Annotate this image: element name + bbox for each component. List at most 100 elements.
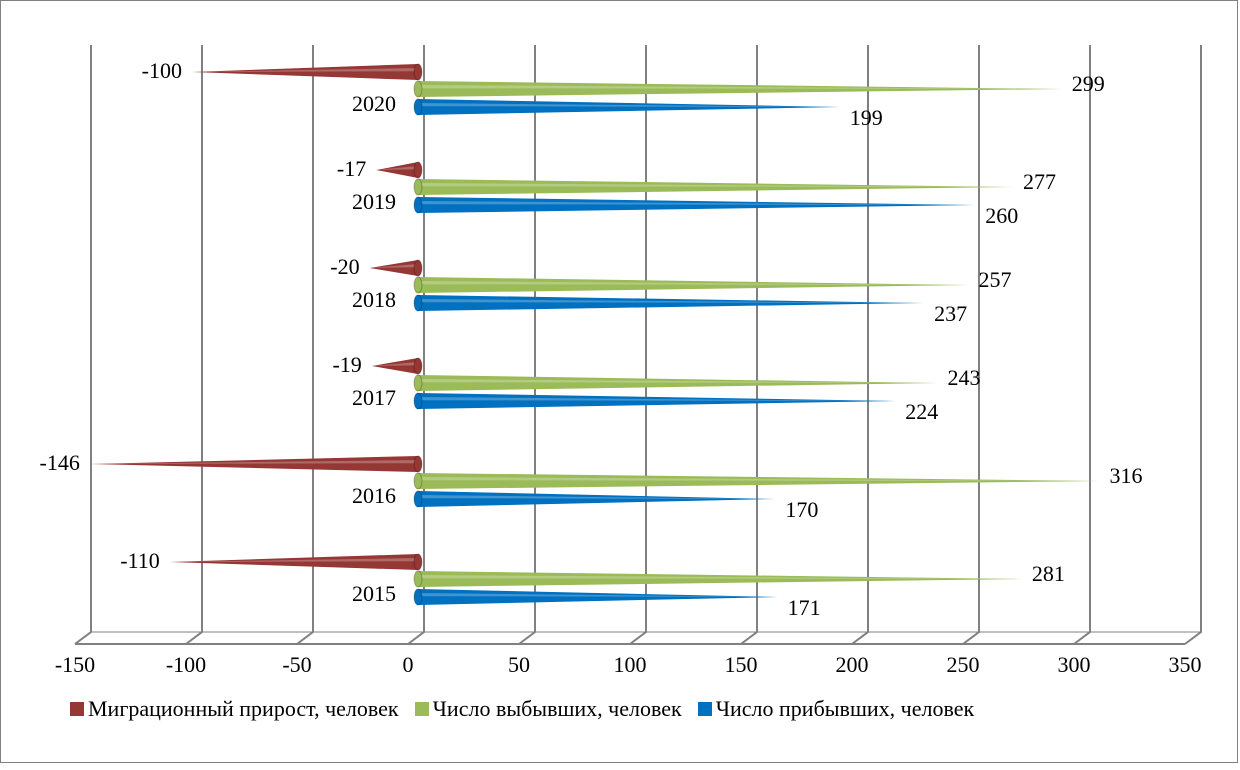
bar-cone bbox=[418, 81, 1062, 97]
bar-highlight bbox=[89, 460, 418, 464]
bar-highlight bbox=[418, 281, 969, 285]
x-axis-ticks: -150 -100 -50 0 50 100 150 200 250 300 350 bbox=[55, 652, 1202, 677]
x-tick-label: -50 bbox=[282, 652, 311, 677]
bar-cap bbox=[413, 276, 423, 294]
bar-cap bbox=[413, 472, 423, 490]
x-tick-label: 300 bbox=[1058, 652, 1091, 677]
bar-cone bbox=[376, 162, 418, 178]
legend-swatch-departed bbox=[414, 702, 429, 716]
bar-cone bbox=[418, 295, 925, 311]
data-label: 299 bbox=[1072, 71, 1105, 96]
legend-label-arrived: Число прибывших, человек bbox=[715, 696, 975, 721]
bar-cone bbox=[418, 473, 1100, 489]
legend: Миграционный прирост, человек Число выбы… bbox=[70, 696, 974, 722]
category-label: 2018 bbox=[352, 287, 396, 312]
category-label: 2017 bbox=[352, 385, 396, 410]
bar-highlight bbox=[418, 201, 976, 205]
gridline bbox=[962, 45, 980, 645]
bar-cap bbox=[413, 259, 423, 277]
x-tick-label: 0 bbox=[403, 652, 414, 677]
bar-cap bbox=[413, 294, 423, 312]
x-tick-label: 150 bbox=[725, 652, 758, 677]
bar-highlight bbox=[418, 103, 840, 107]
bar-cone bbox=[192, 64, 418, 80]
bar-cap bbox=[413, 161, 423, 179]
bar-cap bbox=[413, 178, 423, 196]
bar-cone bbox=[418, 197, 976, 213]
data-label: 257 bbox=[979, 267, 1012, 292]
bar-highlight bbox=[169, 558, 418, 562]
bar-highlight bbox=[418, 85, 1062, 89]
bar-highlight bbox=[418, 495, 776, 499]
gridline bbox=[296, 45, 314, 645]
bar-cap bbox=[413, 80, 423, 98]
x-tick-label: 100 bbox=[614, 652, 647, 677]
bar-cap bbox=[413, 570, 423, 588]
bar-highlight bbox=[371, 362, 418, 366]
bar-cone bbox=[418, 99, 840, 115]
legend-label-migration: Миграционный прирост, человек bbox=[88, 696, 399, 721]
bar-cap bbox=[413, 455, 423, 473]
gridline bbox=[1184, 45, 1202, 645]
bar-highlight bbox=[418, 183, 1013, 187]
bar-highlight bbox=[376, 166, 418, 170]
gridline bbox=[74, 45, 92, 645]
data-label: 316 bbox=[1110, 463, 1143, 488]
bar-highlight bbox=[418, 575, 1022, 579]
bar-cone bbox=[89, 456, 418, 472]
bar-highlight bbox=[418, 379, 938, 383]
legend-item-migration: Миграционный прирост, человек bbox=[70, 696, 399, 722]
category-label: 2016 bbox=[352, 483, 396, 508]
data-label: 171 bbox=[788, 595, 821, 620]
bar-cap bbox=[413, 374, 423, 392]
data-label: -100 bbox=[142, 58, 182, 83]
bar-cone bbox=[418, 571, 1022, 587]
bars bbox=[89, 63, 1100, 606]
bar-cone bbox=[371, 358, 418, 374]
x-tick-label: -100 bbox=[166, 652, 206, 677]
data-label: -146 bbox=[40, 450, 80, 475]
gridline bbox=[740, 45, 758, 645]
bar-cap bbox=[413, 553, 423, 571]
data-label: -19 bbox=[332, 352, 361, 377]
data-label: 277 bbox=[1023, 169, 1056, 194]
bar-highlight bbox=[192, 68, 418, 72]
bar-cone bbox=[169, 554, 418, 570]
x-tick-label: 250 bbox=[947, 652, 980, 677]
legend-item-arrived: Число прибывших, человек bbox=[697, 696, 975, 722]
gridline bbox=[185, 45, 203, 645]
legend-item-departed: Число выбывших, человек bbox=[414, 696, 682, 722]
category-label: 2020 bbox=[352, 91, 396, 116]
gridline bbox=[629, 45, 647, 645]
bar-cone bbox=[418, 375, 938, 391]
bar-cap bbox=[413, 196, 423, 214]
x-tick-label: 350 bbox=[1169, 652, 1202, 677]
bar-cap bbox=[413, 357, 423, 375]
data-label: 170 bbox=[785, 497, 818, 522]
bar-highlight bbox=[369, 264, 418, 268]
gridline bbox=[1073, 45, 1091, 645]
bar-highlight bbox=[418, 593, 778, 597]
data-label: 243 bbox=[947, 365, 980, 390]
bar-cap bbox=[413, 490, 423, 508]
bar-cap bbox=[413, 392, 423, 410]
legend-swatch-arrived bbox=[697, 702, 712, 716]
bar-highlight bbox=[418, 299, 925, 303]
x-tick-label: 200 bbox=[836, 652, 869, 677]
legend-label-departed: Число выбывших, человек bbox=[432, 696, 682, 721]
bar-cone bbox=[418, 491, 776, 507]
bar-cone bbox=[418, 589, 778, 605]
bar-cone bbox=[418, 179, 1013, 195]
data-label: -17 bbox=[337, 156, 366, 181]
bar-cone bbox=[418, 277, 969, 293]
data-label: 199 bbox=[850, 105, 883, 130]
bar-cap bbox=[413, 588, 423, 606]
bar-cone bbox=[369, 260, 418, 276]
grid bbox=[74, 45, 1202, 645]
data-label: 260 bbox=[985, 203, 1018, 228]
bar-highlight bbox=[418, 397, 896, 401]
gridline bbox=[518, 45, 536, 645]
